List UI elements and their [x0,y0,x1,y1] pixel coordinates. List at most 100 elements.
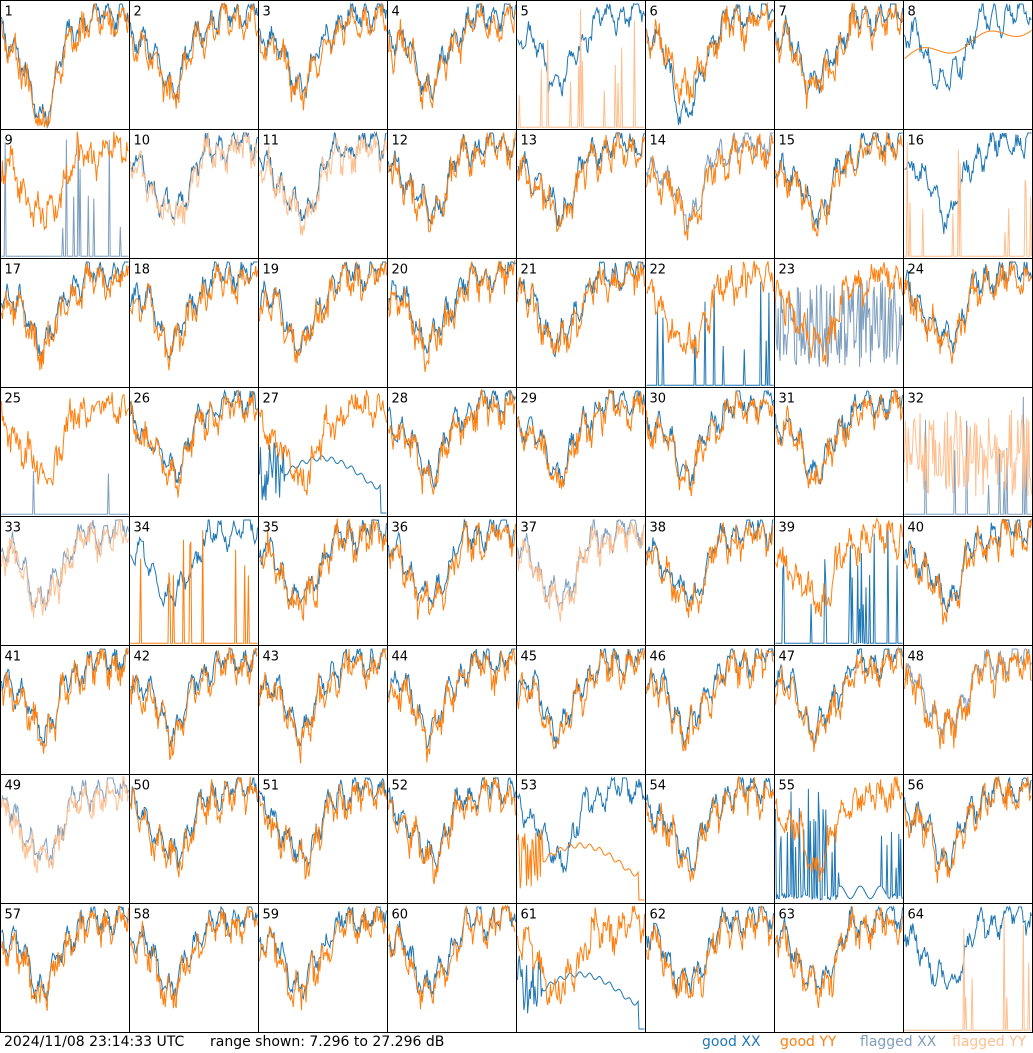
panel-label: 38 [650,521,667,536]
panel-61: 61 [516,903,646,1033]
series-yy-good [904,775,1032,884]
panel-9: 9 [0,129,130,259]
series-yy-good [259,390,387,496]
panel-label: 25 [5,392,22,407]
panel-label: 41 [5,650,22,665]
panel-label: 47 [779,650,796,665]
series-yy-good [517,131,645,233]
panel-20: 20 [387,258,517,388]
panel-label: 49 [5,779,22,794]
panel-49: 49 [0,774,130,904]
panel-label: 44 [392,650,409,665]
series-yy-good [517,647,645,751]
series-yy-good [646,648,774,752]
panel-label: 3 [263,5,271,20]
legend-flagged-xx: flagged XX [860,1034,936,1050]
panel-13: 13 [516,129,646,259]
panel-label: 23 [779,263,796,278]
panel-frame [129,387,259,517]
panel-52: 52 [387,774,517,904]
series-yy-good [1,3,129,128]
panel-48: 48 [903,645,1033,775]
panel-label: 45 [521,650,538,665]
panel-label: 51 [263,779,280,794]
series-xx-flagged [904,396,1032,515]
panel-label: 52 [392,779,409,794]
panel-51: 51 [258,774,388,904]
panel-label: 39 [779,521,796,536]
panel-28: 28 [387,387,517,517]
panel-frame [0,516,130,646]
series-yy-flagged [904,141,1032,257]
panel-label: 32 [908,392,925,407]
panel-label: 19 [263,263,280,278]
series-xx-good [130,648,258,748]
series-yy-good [130,2,258,109]
series-xx-good [646,281,774,386]
panel-frame [516,903,646,1033]
panel-frame [645,387,775,517]
series-xx-flagged [775,280,903,368]
series-yy-good [1,392,129,486]
panel-label: 9 [5,134,13,149]
series-yy-good [904,518,1032,625]
panel-5: 5 [516,0,646,130]
panel-62: 62 [645,903,775,1033]
panel-frame [387,774,517,904]
panel-4: 4 [387,0,517,130]
panel-frame [387,0,517,130]
series-yy-good [130,262,258,371]
panel-10: 10 [129,129,259,259]
series-xx-good [904,518,1032,614]
panel-frame [645,774,775,904]
panel-18: 18 [129,258,259,388]
panel-frame [516,387,646,517]
series-yy-good [388,388,516,495]
panel-frame [903,516,1033,646]
panel-32: 32 [903,387,1033,517]
panel-25: 25 [0,387,130,517]
panel-frame [258,645,388,775]
series-yy-good [259,779,387,880]
panel-frame [129,645,259,775]
panel-frame [387,645,517,775]
series-yy-good [1,905,129,1011]
panel-label: 26 [134,392,151,407]
series-xx-good [130,519,258,608]
legend-word: flagged [860,1034,918,1050]
series-xx-good [517,132,645,228]
panel-35: 35 [258,516,388,646]
panel-60: 60 [387,903,517,1033]
panel-57: 57 [0,903,130,1033]
panel-label: 48 [908,650,925,665]
series-yy-good [646,775,774,882]
panel-21: 21 [516,258,646,388]
series-yy-good [259,518,387,621]
series-xx-good [904,3,1032,92]
panel-36: 36 [387,516,517,646]
footer-bar: 2024/11/08 23:14:33 UTC range shown: 7.2… [0,1033,1033,1053]
panel-30: 30 [645,387,775,517]
panel-label: 24 [908,263,925,278]
series-yy-good [775,645,903,753]
series-yy-flagged [259,132,387,236]
panel-23: 23 [774,258,904,388]
panel-label: 34 [134,521,151,536]
panel-label: 6 [650,5,658,20]
panel-frame [0,387,130,517]
panel-label: 56 [908,779,925,794]
series-xx-good [904,261,1032,354]
series-xx-good [904,905,1032,990]
panel-42: 42 [129,645,259,775]
series-yy-good [259,2,387,111]
panel-label: 5 [521,5,529,20]
panel-label: 31 [779,392,796,407]
series-xx-good [775,648,903,746]
panel-12: 12 [387,129,517,259]
series-yy-flagged [1,776,129,874]
panel-7: 7 [774,0,904,130]
panel-label: 22 [650,263,667,278]
series-yy-good [904,29,1032,59]
panel-frame [774,258,904,388]
panel-frame [129,516,259,646]
